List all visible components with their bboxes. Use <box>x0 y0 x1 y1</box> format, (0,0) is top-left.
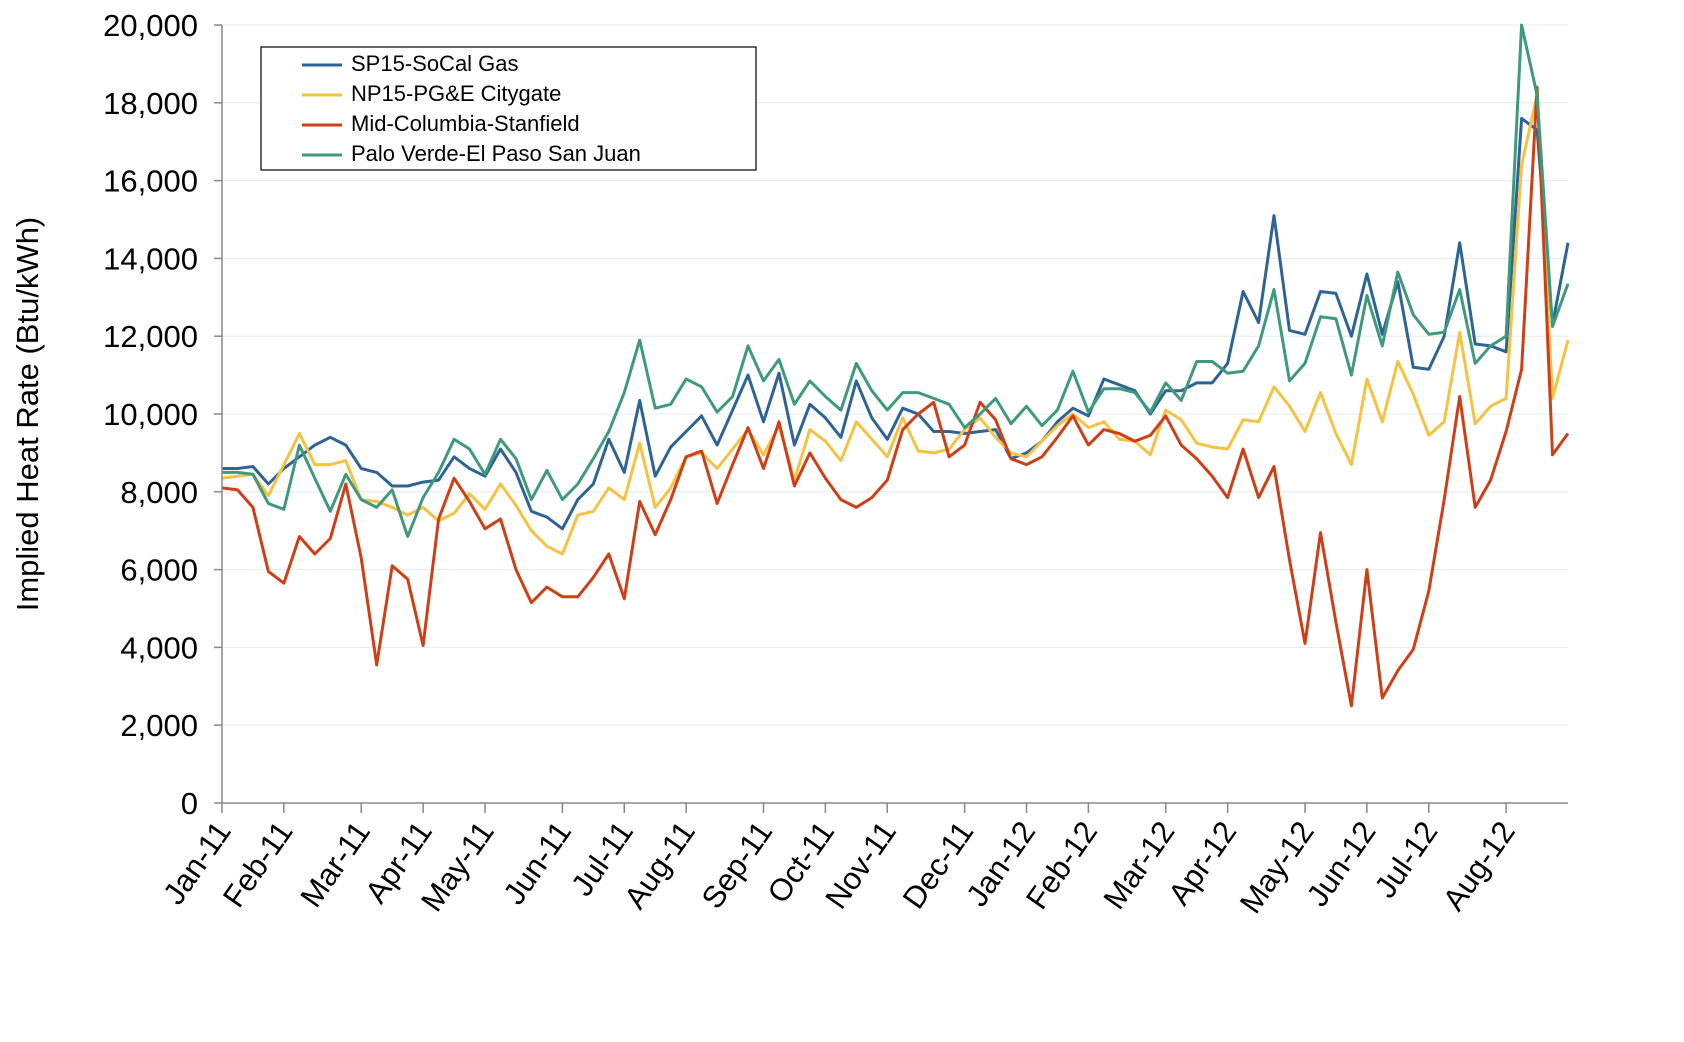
y-tick-label: 10,000 <box>103 397 198 432</box>
plot-lines <box>221 23 1570 708</box>
x-tick-label: Mar-12 <box>1096 815 1181 916</box>
y-tick-label: 12,000 <box>103 319 198 354</box>
legend-label: SP15-SoCal Gas <box>351 51 519 76</box>
x-tick-label: Sep-11 <box>695 815 780 915</box>
x-tick-label: Mar-11 <box>293 815 377 914</box>
legend-label: Palo Verde-El Paso San Juan <box>351 141 641 166</box>
series-line <box>221 85 1570 708</box>
grid <box>222 24 1568 804</box>
y-tick-label: 2,000 <box>120 708 198 743</box>
y-tick-label: 20,000 <box>103 8 198 43</box>
y-tick-label: 16,000 <box>103 164 198 199</box>
legend-label: NP15-PG&E Citygate <box>351 81 561 106</box>
x-tick-label: May-12 <box>1233 815 1321 920</box>
x-tick-label: Apr-12 <box>1161 815 1243 911</box>
y-axis-label: Implied Heat Rate (Btu/kWh) <box>10 217 45 612</box>
x-tick-label: Aug-12 <box>1436 815 1522 917</box>
legend-box <box>260 46 757 171</box>
x-tick-label: Dec-11 <box>896 815 981 915</box>
y-tick-label: 4,000 <box>120 630 198 665</box>
y-tick-label: 18,000 <box>103 86 198 121</box>
series-line <box>222 23 1570 538</box>
legend: SP15-SoCal Gas NP15-PG&E Citygate Mid-Colu… <box>260 46 757 171</box>
y-tick-label: 14,000 <box>103 241 198 276</box>
x-tick-label: Jul-12 <box>1367 815 1444 904</box>
series-line <box>221 93 1570 556</box>
y-tick-label: 8,000 <box>120 475 198 510</box>
y-tick-label: 6,000 <box>120 553 198 588</box>
y-tick-label: 0 <box>181 786 198 821</box>
series-line <box>222 116 1570 531</box>
legend-label: Mid-Columbia-Stanfield <box>351 111 580 136</box>
x-tick-label: Jun-11 <box>496 815 578 911</box>
